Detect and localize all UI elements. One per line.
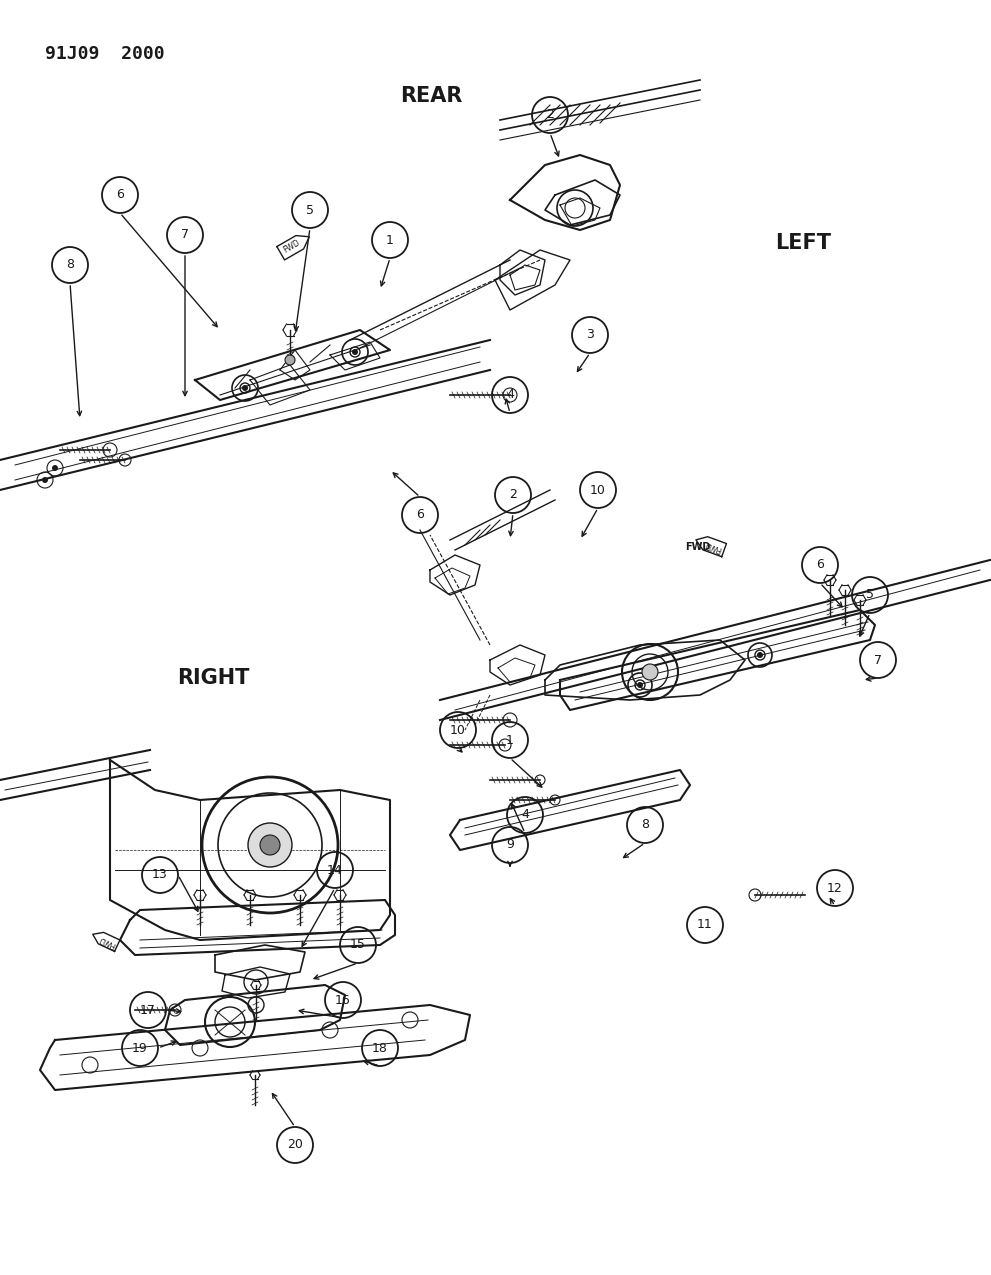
Circle shape xyxy=(285,354,295,365)
Text: 10: 10 xyxy=(590,483,606,496)
Text: 17: 17 xyxy=(140,1003,156,1016)
Text: 12: 12 xyxy=(827,881,843,895)
Text: 19: 19 xyxy=(132,1042,148,1054)
Text: 7: 7 xyxy=(874,654,882,667)
Text: FWD: FWD xyxy=(97,933,117,949)
Circle shape xyxy=(52,465,58,470)
Text: 13: 13 xyxy=(153,868,167,881)
Text: 11: 11 xyxy=(697,918,713,932)
Text: 6: 6 xyxy=(816,558,824,571)
Circle shape xyxy=(42,477,48,483)
Text: FWD: FWD xyxy=(685,542,710,552)
Text: 8: 8 xyxy=(66,259,74,272)
Text: 4: 4 xyxy=(506,389,514,402)
Text: 9: 9 xyxy=(506,839,514,852)
Text: 3: 3 xyxy=(586,329,594,342)
Text: 4: 4 xyxy=(521,808,529,821)
Text: FWD: FWD xyxy=(703,539,722,553)
Text: 91J09  2000: 91J09 2000 xyxy=(45,45,165,62)
Text: 8: 8 xyxy=(641,819,649,831)
Text: 14: 14 xyxy=(327,863,343,876)
Text: 16: 16 xyxy=(335,993,351,1006)
Circle shape xyxy=(242,385,248,391)
Circle shape xyxy=(248,822,292,867)
Text: 18: 18 xyxy=(372,1042,387,1054)
Text: 2: 2 xyxy=(509,488,517,501)
Text: LEFT: LEFT xyxy=(775,233,830,254)
Text: REAR: REAR xyxy=(400,87,462,107)
Circle shape xyxy=(642,664,658,680)
Text: 5: 5 xyxy=(866,589,874,602)
Text: 2: 2 xyxy=(546,108,554,121)
Text: 1: 1 xyxy=(386,233,394,246)
Circle shape xyxy=(352,349,358,354)
Text: RIGHT: RIGHT xyxy=(176,668,250,687)
Text: 20: 20 xyxy=(287,1139,303,1151)
Text: FWD: FWD xyxy=(282,238,302,255)
Circle shape xyxy=(757,652,763,658)
Text: 5: 5 xyxy=(306,204,314,217)
Text: 7: 7 xyxy=(181,228,189,241)
Text: 10: 10 xyxy=(450,723,466,737)
Text: 6: 6 xyxy=(116,189,124,201)
Circle shape xyxy=(637,682,643,688)
Text: 15: 15 xyxy=(350,938,366,951)
Text: 1: 1 xyxy=(506,733,514,746)
Circle shape xyxy=(260,835,280,856)
Text: 6: 6 xyxy=(416,509,424,521)
